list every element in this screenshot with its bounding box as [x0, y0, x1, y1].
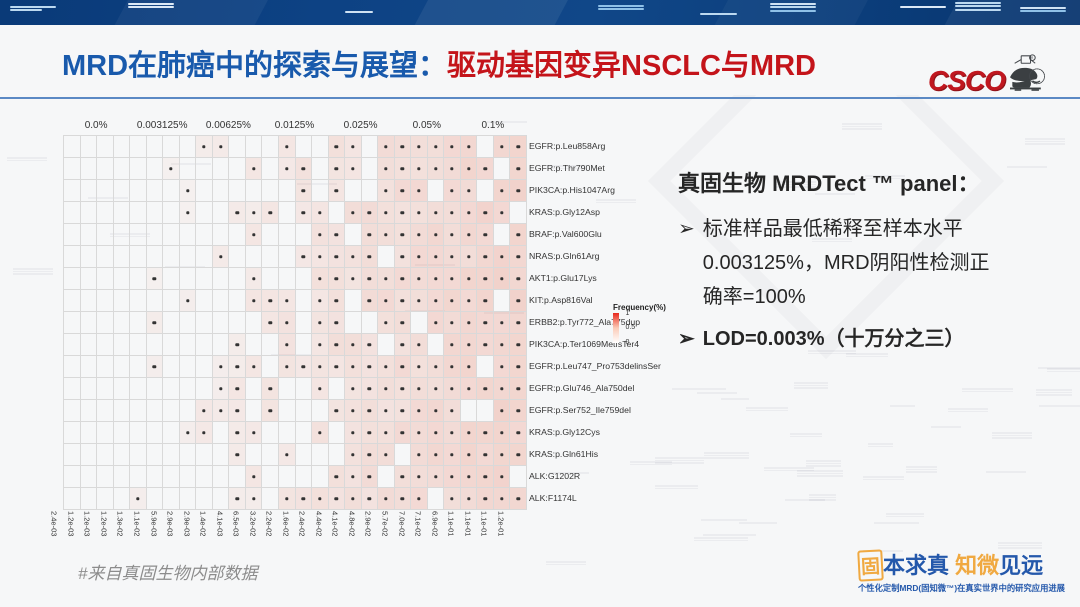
svg-text:R: R: [1031, 56, 1034, 60]
